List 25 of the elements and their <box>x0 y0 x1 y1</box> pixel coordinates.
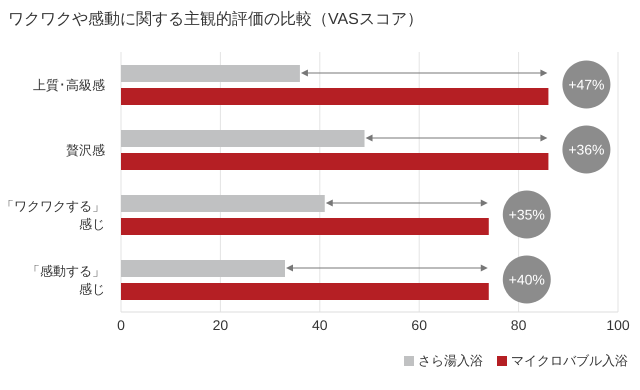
legend-label: マイクロバブル入浴 <box>511 352 628 370</box>
y-tick-label: 贅沢感 <box>66 142 105 157</box>
x-tick-label: 40 <box>312 316 328 333</box>
annotation: +47% <box>568 76 605 92</box>
y-tick-label: 上質･高級感 <box>33 77 105 92</box>
chart-title: ワクワクや感動に関する主観的評価の比較（VASスコア） <box>8 10 424 30</box>
bar <box>121 260 286 277</box>
bar <box>121 65 300 82</box>
annotation: +35% <box>508 206 545 222</box>
annotation: +36% <box>568 142 605 158</box>
legend-label: さら湯入浴 <box>418 352 483 370</box>
y-tick-label: 「ワクワクする」感じ <box>1 198 105 231</box>
bar <box>121 130 365 147</box>
bar <box>121 218 489 235</box>
bar <box>121 283 489 300</box>
x-tick-label: 60 <box>411 316 428 333</box>
x-tick-label: 20 <box>212 316 228 333</box>
annotation: +40% <box>508 272 545 288</box>
bar <box>121 153 548 170</box>
bar <box>121 195 325 212</box>
bar <box>121 88 548 105</box>
x-tick-label: 100 <box>606 316 630 333</box>
x-tick-label: 0 <box>117 316 126 333</box>
y-tick-label: 「感動する」感じ <box>27 263 105 296</box>
x-tick-label: 80 <box>510 316 527 333</box>
